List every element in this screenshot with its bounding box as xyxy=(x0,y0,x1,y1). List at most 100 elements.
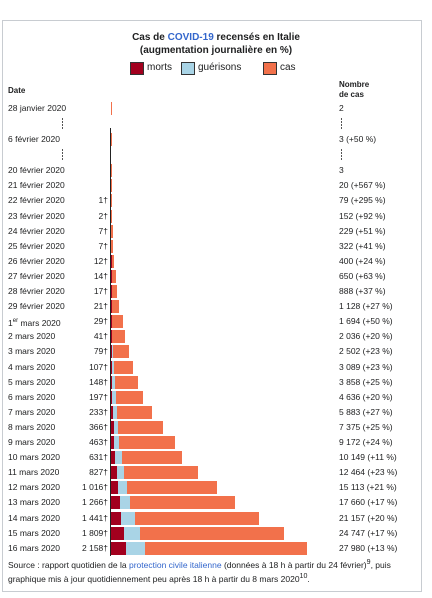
bar-deaths-segment xyxy=(111,360,112,374)
legend-deaths-label: morts xyxy=(147,62,172,73)
bar-recoveries-segment xyxy=(113,420,118,434)
row-date-label: 14 mars 2020 xyxy=(8,512,60,523)
date-column-header: Date xyxy=(8,86,26,95)
legend-deaths-swatch xyxy=(130,62,144,75)
bar-cases-segment xyxy=(111,330,126,344)
chart-row: 4 mars 2020 107† 3 089 (+23 %) xyxy=(0,360,432,375)
bar xyxy=(111,224,113,238)
bar-recoveries-segment xyxy=(111,360,114,374)
bar-deaths-segment xyxy=(111,541,127,555)
bar-cases-segment xyxy=(111,360,133,374)
bar xyxy=(111,390,144,404)
bar-cases-segment xyxy=(111,194,112,208)
chart-row: 11 mars 2020 827† 12 464 (+23 %) xyxy=(0,465,432,480)
bar-recoveries-segment xyxy=(118,481,127,495)
bar xyxy=(111,164,112,178)
chart-row: 15 mars 2020 1 809† 24 747 (+17 %) xyxy=(0,526,432,541)
row-deaths-label: 107† xyxy=(89,361,108,372)
row-date-label: 20 février 2020 xyxy=(8,165,65,176)
row-deaths-label: 1 016† xyxy=(82,482,108,493)
row-cases-label: 2 xyxy=(339,103,344,113)
row-cases-label: 5 883 (+27 %) xyxy=(339,406,393,417)
bar-recoveries-segment xyxy=(114,436,120,449)
bar-cases-segment xyxy=(111,420,163,434)
row-date-label: 6 février 2020 xyxy=(8,134,60,145)
bar xyxy=(111,420,163,434)
legend-recoveries-label: guérisons xyxy=(198,62,242,73)
row-deaths-label: 41† xyxy=(93,331,108,342)
row-deaths-label: 827† xyxy=(89,467,108,478)
row-deaths-label: 21† xyxy=(93,301,108,312)
bar-recoveries-segment xyxy=(111,330,113,344)
row-cases-label: 1 694 (+50 %) xyxy=(339,316,393,327)
row-cases-label: 7 375 (+25 %) xyxy=(339,421,393,432)
source-link[interactable]: protection civile italienne xyxy=(128,559,222,570)
bar xyxy=(111,330,126,344)
bar-cases-segment xyxy=(111,541,307,555)
covid-link[interactable]: COVID-19 xyxy=(167,32,214,43)
bar-deaths-segment xyxy=(111,436,115,449)
row-cases-label: 20 (+567 %) xyxy=(339,180,386,191)
row-deaths-label: 12† xyxy=(93,255,108,266)
bar-cases-segment xyxy=(111,451,183,465)
chart-row: 8 mars 2020 366† 7 375 (+25 %) xyxy=(0,420,432,435)
row-cases-label: 4 636 (+20 %) xyxy=(339,391,393,402)
row-cases-label: 24 747 (+17 %) xyxy=(339,527,398,538)
chart-row: 2 mars 2020 41† 2 036 (+20 %) xyxy=(0,329,432,344)
bar-cases-segment xyxy=(111,102,112,115)
row-deaths-label: 1† xyxy=(98,195,108,206)
footnote-ref-10[interactable]: 10 xyxy=(299,571,308,580)
chart-subtitle: (augmentation journalière en %) xyxy=(139,45,293,56)
bar-deaths-segment xyxy=(111,375,113,389)
bar xyxy=(111,315,123,329)
chart-axis xyxy=(110,128,111,556)
gap-dots-cases xyxy=(341,117,343,130)
bar xyxy=(111,511,260,525)
bar-deaths-segment xyxy=(111,526,124,540)
row-cases-label: 17 660 (+17 %) xyxy=(339,497,398,508)
chart-row: 12 mars 2020 1 016† 15 113 (+21 %) xyxy=(0,480,432,495)
bar-cases-segment xyxy=(111,405,153,419)
row-cases-label: 21 157 (+20 %) xyxy=(339,512,398,523)
row-date-label: 9 mars 2020 xyxy=(8,437,56,447)
row-cases-label: 322 (+41 %) xyxy=(339,240,386,251)
row-date-label: 23 février 2020 xyxy=(8,210,65,221)
bar-deaths-segment xyxy=(111,481,119,495)
bar-recoveries-segment xyxy=(112,405,117,419)
row-date-label: 28 janvier 2020 xyxy=(8,103,67,113)
row-deaths-label: 631† xyxy=(89,452,108,463)
bar-recoveries-segment xyxy=(121,511,135,525)
bar-recoveries-segment xyxy=(119,496,130,510)
row-deaths-label: 233† xyxy=(89,406,108,417)
row-deaths-label: 17† xyxy=(93,286,108,296)
row-cases-label: 27 980 (+13 %) xyxy=(339,542,398,553)
legend-cases-label: cas xyxy=(280,62,296,73)
row-cases-label: 400 (+24 %) xyxy=(339,255,386,266)
chart-row: 6 mars 2020 197† 4 636 (+20 %) xyxy=(0,390,432,405)
bar-cases-segment xyxy=(111,390,144,404)
row-date-label: 6 mars 2020 xyxy=(8,391,56,402)
bar xyxy=(111,451,183,465)
gap-dots-cases xyxy=(341,148,343,161)
bar xyxy=(111,285,118,298)
row-date-label: 28 février 2020 xyxy=(8,286,65,296)
bar xyxy=(111,496,235,510)
footnote-ref-9[interactable]: 9 xyxy=(366,558,371,566)
chart-row: 29 février 2020 21† 1 128 (+27 %) xyxy=(0,299,432,314)
bar-deaths-segment xyxy=(111,451,116,465)
bar-deaths-segment xyxy=(111,466,117,480)
row-date-label: 26 février 2020 xyxy=(8,255,65,266)
row-deaths-label: 197† xyxy=(89,391,108,402)
bar-cases-segment xyxy=(111,300,119,314)
bar-recoveries-segment xyxy=(116,466,125,480)
row-cases-label: 3 (+50 %) xyxy=(339,134,377,145)
row-date-label: 8 mars 2020 xyxy=(8,421,56,432)
bar-cases-segment xyxy=(111,315,123,329)
row-date-label: 10 mars 2020 xyxy=(8,452,60,463)
row-deaths-label: 2 158† xyxy=(82,542,108,553)
bar-cases-segment xyxy=(111,481,217,495)
chart-row: 1er mars 2020 29† 1 694 (+50 %) xyxy=(0,314,432,329)
row-date-label: 29 février 2020 xyxy=(8,301,65,312)
legend-cases-swatch xyxy=(263,62,277,75)
bar-deaths-segment xyxy=(111,345,112,359)
